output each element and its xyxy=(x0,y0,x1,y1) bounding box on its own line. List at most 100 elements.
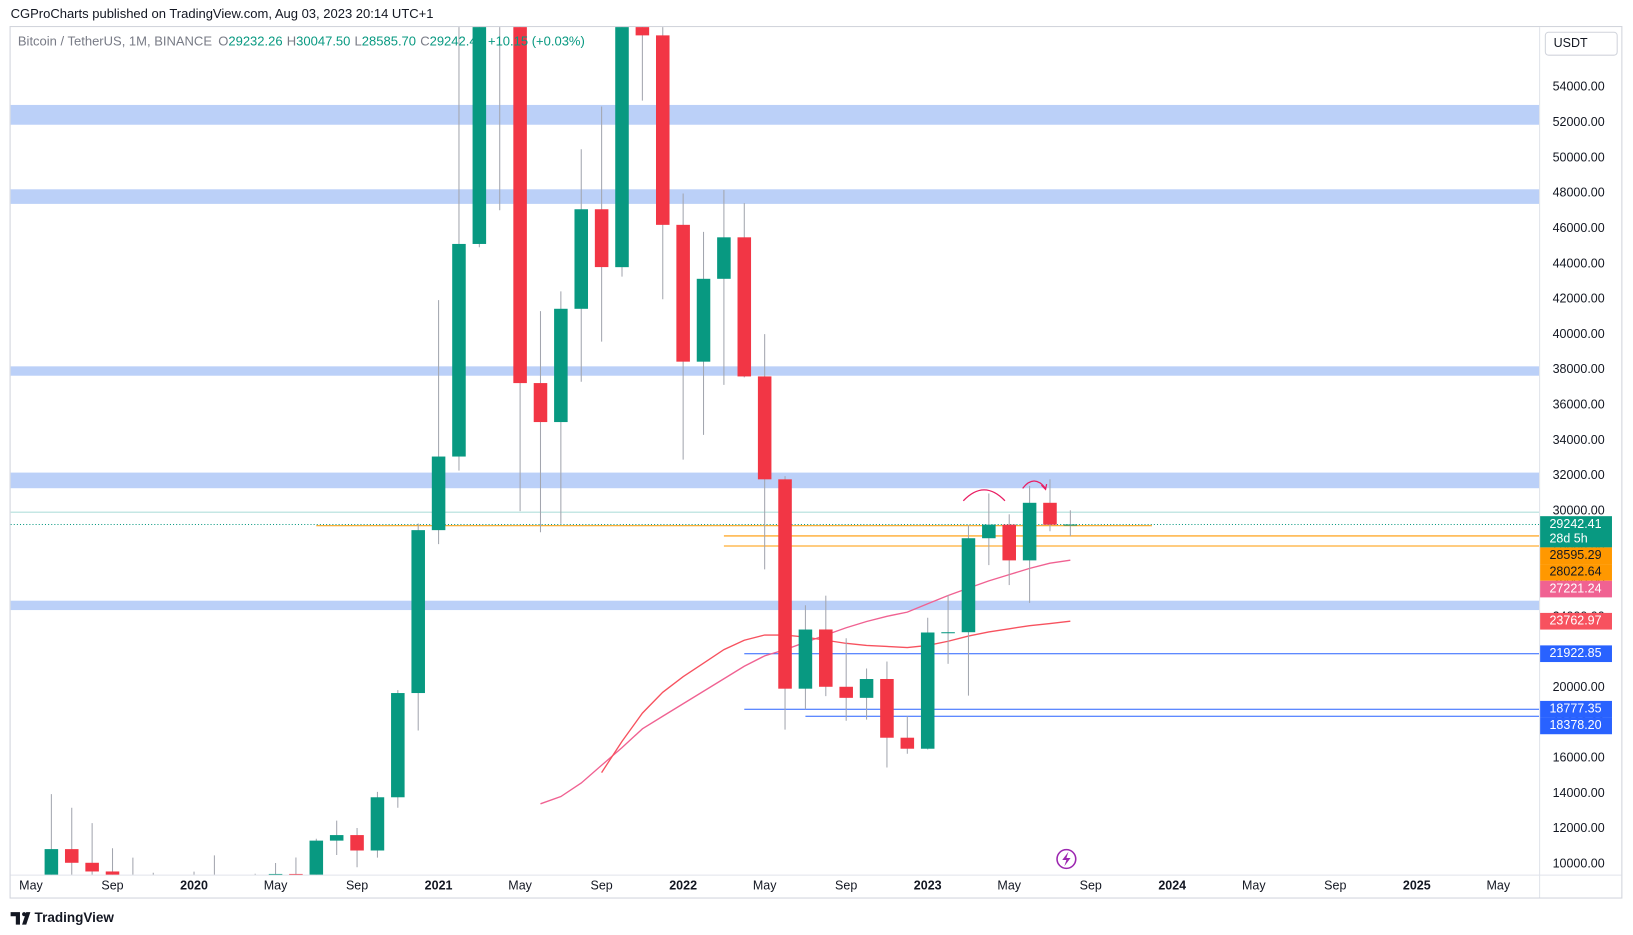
candle-body xyxy=(85,862,99,872)
x-tick-label: May xyxy=(19,878,43,892)
y-tick-label: 38000.00 xyxy=(1553,362,1605,376)
candle-body xyxy=(798,629,813,689)
legend-key: C xyxy=(420,34,429,49)
y-tick-label: 46000.00 xyxy=(1553,221,1605,235)
y-tick-label: 42000.00 xyxy=(1553,292,1605,306)
legend-value: 30047.50 xyxy=(296,34,350,49)
x-tick-label: May xyxy=(753,878,777,892)
y-tick-label: 48000.00 xyxy=(1553,186,1605,200)
candle-body xyxy=(1002,524,1016,561)
price-tag xyxy=(1540,700,1612,718)
candle-body xyxy=(819,629,833,687)
candle-body xyxy=(1022,502,1037,561)
legend-value: 29242.41 xyxy=(430,34,484,49)
candle-body xyxy=(554,308,568,423)
candle-body xyxy=(391,693,405,798)
event-icon-bolt xyxy=(1062,851,1071,867)
candle-body xyxy=(309,840,324,875)
chart-frame xyxy=(9,26,1623,899)
price-tag-label: 21922.85 xyxy=(1550,646,1602,660)
y-tick-label: 32000.00 xyxy=(1553,468,1605,482)
candle-body xyxy=(64,849,79,863)
x-tick-label: Sep xyxy=(835,878,857,892)
event-icon[interactable] xyxy=(1056,848,1077,870)
candle-body xyxy=(411,530,425,694)
x-tick-label: Sep xyxy=(591,878,613,892)
legend-change: +10.15 (+0.03%) xyxy=(488,34,585,49)
candle-body xyxy=(880,678,894,738)
drawing-arc xyxy=(1022,480,1048,491)
y-tick-label: 54000.00 xyxy=(1553,80,1605,94)
y-tick-label: 40000.00 xyxy=(1553,327,1605,341)
x-tick-label: 2023 xyxy=(914,878,942,892)
y-tick-label: 20000.00 xyxy=(1553,680,1605,694)
zone xyxy=(10,189,1540,204)
candle-body xyxy=(105,871,120,875)
price-tag xyxy=(1540,547,1612,565)
x-tick-label: May xyxy=(508,878,532,892)
candle-body xyxy=(329,835,344,841)
price-tag xyxy=(1540,645,1612,663)
x-tick-label: 2025 xyxy=(1403,878,1431,892)
price-tag xyxy=(1540,717,1612,735)
candle-body xyxy=(1043,502,1057,525)
x-tick-label: 2021 xyxy=(425,878,453,892)
candle-body xyxy=(717,237,731,279)
candle-body xyxy=(472,27,487,244)
candle-body xyxy=(1063,524,1078,526)
legend-key: L xyxy=(355,34,362,49)
candle-body xyxy=(615,27,629,268)
zone xyxy=(10,366,1540,376)
x-tick-label: Sep xyxy=(1080,878,1102,892)
candle-body xyxy=(778,479,792,689)
x-tick-label: Sep xyxy=(346,878,368,892)
footer-brand: TradingView xyxy=(35,910,115,925)
x-tick-label: Sep xyxy=(101,878,123,892)
symbol: Bitcoin / TetherUS, 1M, BINANCE xyxy=(18,34,212,49)
candle-body xyxy=(696,278,711,362)
price-tag-countdown: 28d 5h xyxy=(1550,531,1588,545)
candle-body xyxy=(982,524,996,539)
plot xyxy=(10,27,1540,875)
candle-body xyxy=(920,632,935,749)
zone xyxy=(10,600,1540,611)
x-tick-label: 2020 xyxy=(180,878,208,892)
x-tick-label: May xyxy=(997,878,1021,892)
price-tag-label: 28022.64 xyxy=(1550,565,1602,579)
y-tick-label: 36000.00 xyxy=(1553,398,1605,412)
y-tick-label: 10000.00 xyxy=(1553,856,1605,870)
price-tag-label: 23762.97 xyxy=(1550,614,1602,628)
y-tick-label: 30000.00 xyxy=(1553,503,1605,517)
price-tag-label: 29242.41 xyxy=(1550,517,1602,531)
candle-body xyxy=(533,383,548,423)
candle-body xyxy=(757,376,772,480)
candle-body xyxy=(431,456,446,531)
legend-key: H xyxy=(287,34,296,49)
y-tick-label: 16000.00 xyxy=(1553,751,1605,765)
y-tick-label: 50000.00 xyxy=(1553,150,1605,164)
candle-body xyxy=(941,632,955,634)
y-tick-label: 34000.00 xyxy=(1553,433,1605,447)
x-tick-label: Sep xyxy=(1324,878,1346,892)
currency-button[interactable] xyxy=(1544,31,1618,56)
candle-body xyxy=(737,237,752,377)
y-tick-label: 52000.00 xyxy=(1553,115,1605,129)
candle-body xyxy=(350,835,364,851)
candle-body xyxy=(655,35,670,225)
axes: 10000.0012000.0014000.0016000.0018000.00… xyxy=(19,80,1612,892)
legend-value: 29232.26 xyxy=(228,34,282,49)
legend: Bitcoin / TetherUS, 1M, BINANCE O29232.26… xyxy=(18,34,585,49)
price-tag xyxy=(1540,580,1612,598)
drawing-arc xyxy=(962,489,1006,502)
publisher: CGProCharts published on TradingView.com… xyxy=(11,6,434,21)
price-tag xyxy=(1540,564,1612,581)
legend-key: O xyxy=(218,34,228,49)
zone xyxy=(10,472,1540,489)
price-tag-label: 18777.35 xyxy=(1550,702,1602,716)
candle-body xyxy=(452,243,466,457)
x-tick-label: May xyxy=(1242,878,1266,892)
candle-body xyxy=(289,873,303,875)
